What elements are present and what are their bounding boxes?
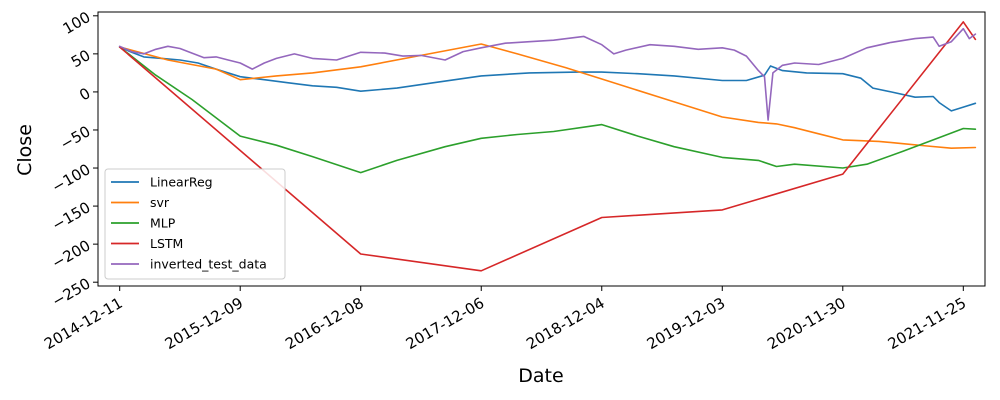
legend-label: inverted_test_data bbox=[150, 257, 267, 272]
x-axis-label: Date bbox=[518, 365, 563, 387]
series-layer bbox=[118, 21, 977, 272]
y-axis-label: Close bbox=[14, 124, 36, 176]
plot-frame bbox=[97, 11, 986, 287]
y-tick-label: 100 bbox=[60, 8, 94, 38]
y-tick-label: −50 bbox=[57, 122, 93, 153]
x-tick-label: 2020-11-30 bbox=[764, 294, 849, 353]
y-tick-label: −100 bbox=[49, 160, 94, 196]
x-tick-label: 2021-11-25 bbox=[885, 294, 970, 353]
y-tick-label: −150 bbox=[49, 198, 94, 234]
x-tick-label: 2018-12-04 bbox=[523, 294, 608, 353]
legend-label: LSTM bbox=[150, 236, 183, 251]
y-tick-label: 50 bbox=[68, 46, 94, 71]
y-tick-label: 0 bbox=[76, 84, 93, 104]
x-tick-label: 2016-12-08 bbox=[282, 294, 367, 353]
series-line-lstm bbox=[118, 21, 977, 272]
x-ticks: 2014-12-11 2015-12-09 2016-12-08 2017-12-06… bbox=[41, 286, 969, 353]
series-line-inverted-test-data bbox=[118, 27, 977, 121]
y-tick-label: −200 bbox=[49, 236, 94, 272]
series-line-mlp bbox=[118, 46, 977, 174]
y-ticks: 100 50 0 −50 −100−150−200−250 bbox=[49, 8, 98, 311]
series-line-svr bbox=[118, 43, 977, 149]
legend-label: svr bbox=[150, 195, 170, 210]
y-tick-label: −250 bbox=[49, 274, 94, 310]
legend-label: LinearReg bbox=[150, 175, 213, 190]
x-tick-label: 2019-12-03 bbox=[644, 294, 729, 353]
legend-label: MLP bbox=[150, 216, 176, 231]
legend-box bbox=[104, 168, 286, 280]
x-tick-label: 2017-12-06 bbox=[403, 294, 488, 353]
legend: LinearReg svr MLP LSTM inverted_test_data bbox=[104, 168, 286, 280]
axes-layer bbox=[97, 11, 986, 287]
x-tick-label: 2015-12-09 bbox=[162, 294, 247, 353]
